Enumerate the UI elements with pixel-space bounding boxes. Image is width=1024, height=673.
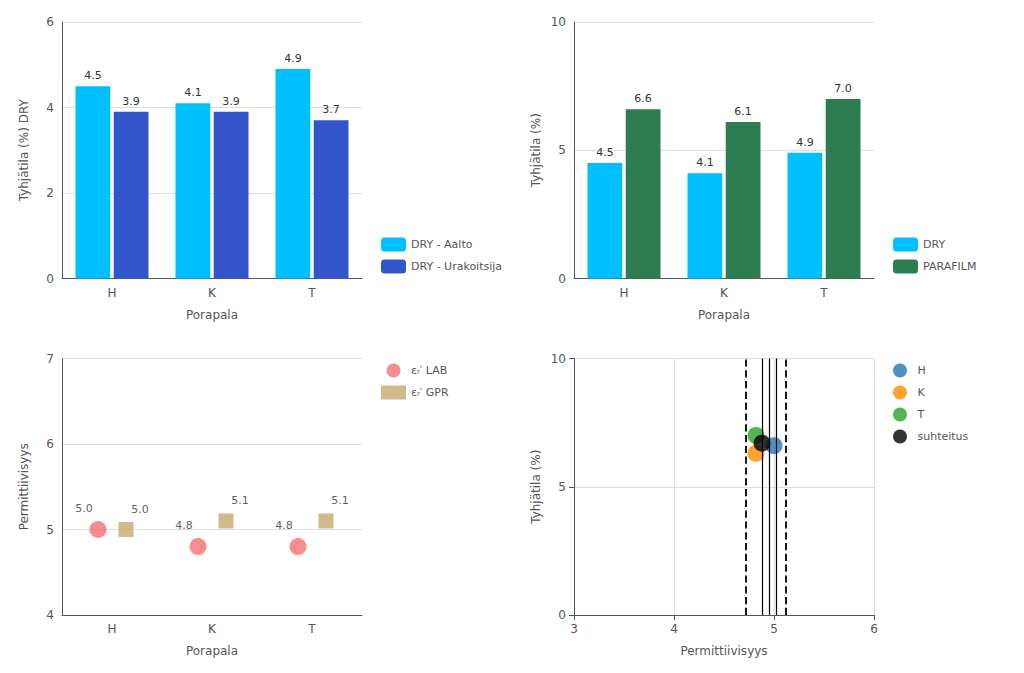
svg-text:4.9: 4.9: [284, 52, 302, 65]
svg-text:Tyhjätila (%): Tyhjätila (%): [529, 113, 543, 188]
svg-text:3.9: 3.9: [222, 95, 240, 108]
svg-text:10: 10: [551, 352, 566, 366]
svg-text:K: K: [720, 286, 729, 300]
svg-text:6.1: 6.1: [734, 105, 752, 118]
svg-text:7.0: 7.0: [834, 82, 852, 95]
svg-text:T: T: [307, 622, 316, 636]
svg-text:Tyhjätila (%) DRY: Tyhjätila (%) DRY: [17, 99, 31, 203]
svg-text:4.5: 4.5: [596, 146, 614, 159]
svg-text:6: 6: [46, 15, 54, 29]
svg-text:PARAFILM: PARAFILM: [923, 260, 976, 273]
svg-text:4.8: 4.8: [175, 519, 193, 532]
svg-text:4.5: 4.5: [84, 69, 102, 82]
svg-text:5.1: 5.1: [331, 494, 349, 507]
svg-text:5: 5: [770, 622, 778, 636]
svg-text:5: 5: [46, 523, 54, 537]
svg-text:suhteitus: suhteitus: [918, 430, 969, 443]
svg-text:Tyhjätila (%): Tyhjätila (%): [529, 450, 543, 525]
svg-text:10: 10: [551, 15, 566, 29]
svg-text:4.8: 4.8: [275, 519, 293, 532]
svg-text:4: 4: [46, 608, 54, 622]
svg-text:5.0: 5.0: [75, 502, 93, 515]
svg-text:Porapala: Porapala: [186, 308, 238, 322]
svg-text:0: 0: [558, 272, 566, 286]
svg-text:4.1: 4.1: [184, 86, 202, 99]
svg-text:εᵣ′ LAB: εᵣ′ LAB: [411, 364, 447, 377]
svg-text:2: 2: [46, 186, 54, 200]
svg-text:DRY - Aalto: DRY - Aalto: [411, 238, 473, 251]
svg-text:H: H: [918, 364, 926, 377]
svg-text:4.9: 4.9: [796, 136, 814, 149]
svg-text:7: 7: [46, 352, 54, 366]
svg-text:K: K: [208, 286, 217, 300]
svg-text:5.1: 5.1: [231, 494, 249, 507]
svg-text:DRY - Urakoitsija: DRY - Urakoitsija: [411, 260, 502, 273]
svg-text:6: 6: [46, 437, 54, 451]
svg-text:6: 6: [870, 622, 878, 636]
svg-text:H: H: [107, 622, 116, 636]
svg-text:T: T: [307, 286, 316, 300]
svg-text:εᵣ′ GPR: εᵣ′ GPR: [411, 386, 449, 399]
svg-text:4: 4: [46, 101, 54, 115]
svg-text:Porapala: Porapala: [186, 644, 238, 658]
svg-text:3.7: 3.7: [322, 103, 340, 116]
svg-text:5: 5: [558, 480, 566, 494]
svg-text:5.0: 5.0: [131, 503, 149, 516]
svg-text:T: T: [917, 408, 925, 421]
svg-text:H: H: [619, 286, 628, 300]
svg-text:0: 0: [46, 272, 54, 286]
svg-text:6.6: 6.6: [634, 92, 652, 105]
svg-text:Permittiivisyys: Permittiivisyys: [680, 644, 767, 658]
svg-text:K: K: [918, 386, 926, 399]
svg-text:K: K: [208, 622, 217, 636]
svg-text:DRY: DRY: [923, 238, 945, 251]
svg-text:T: T: [819, 286, 828, 300]
svg-text:3.9: 3.9: [122, 95, 140, 108]
svg-text:H: H: [107, 286, 116, 300]
svg-text:4.1: 4.1: [696, 156, 714, 169]
svg-text:4: 4: [670, 622, 678, 636]
svg-text:5: 5: [558, 143, 566, 157]
svg-text:Permittiivisyys: Permittiivisyys: [17, 443, 31, 530]
svg-text:Porapala: Porapala: [698, 308, 750, 322]
svg-text:0: 0: [558, 608, 566, 622]
svg-text:3: 3: [570, 622, 578, 636]
